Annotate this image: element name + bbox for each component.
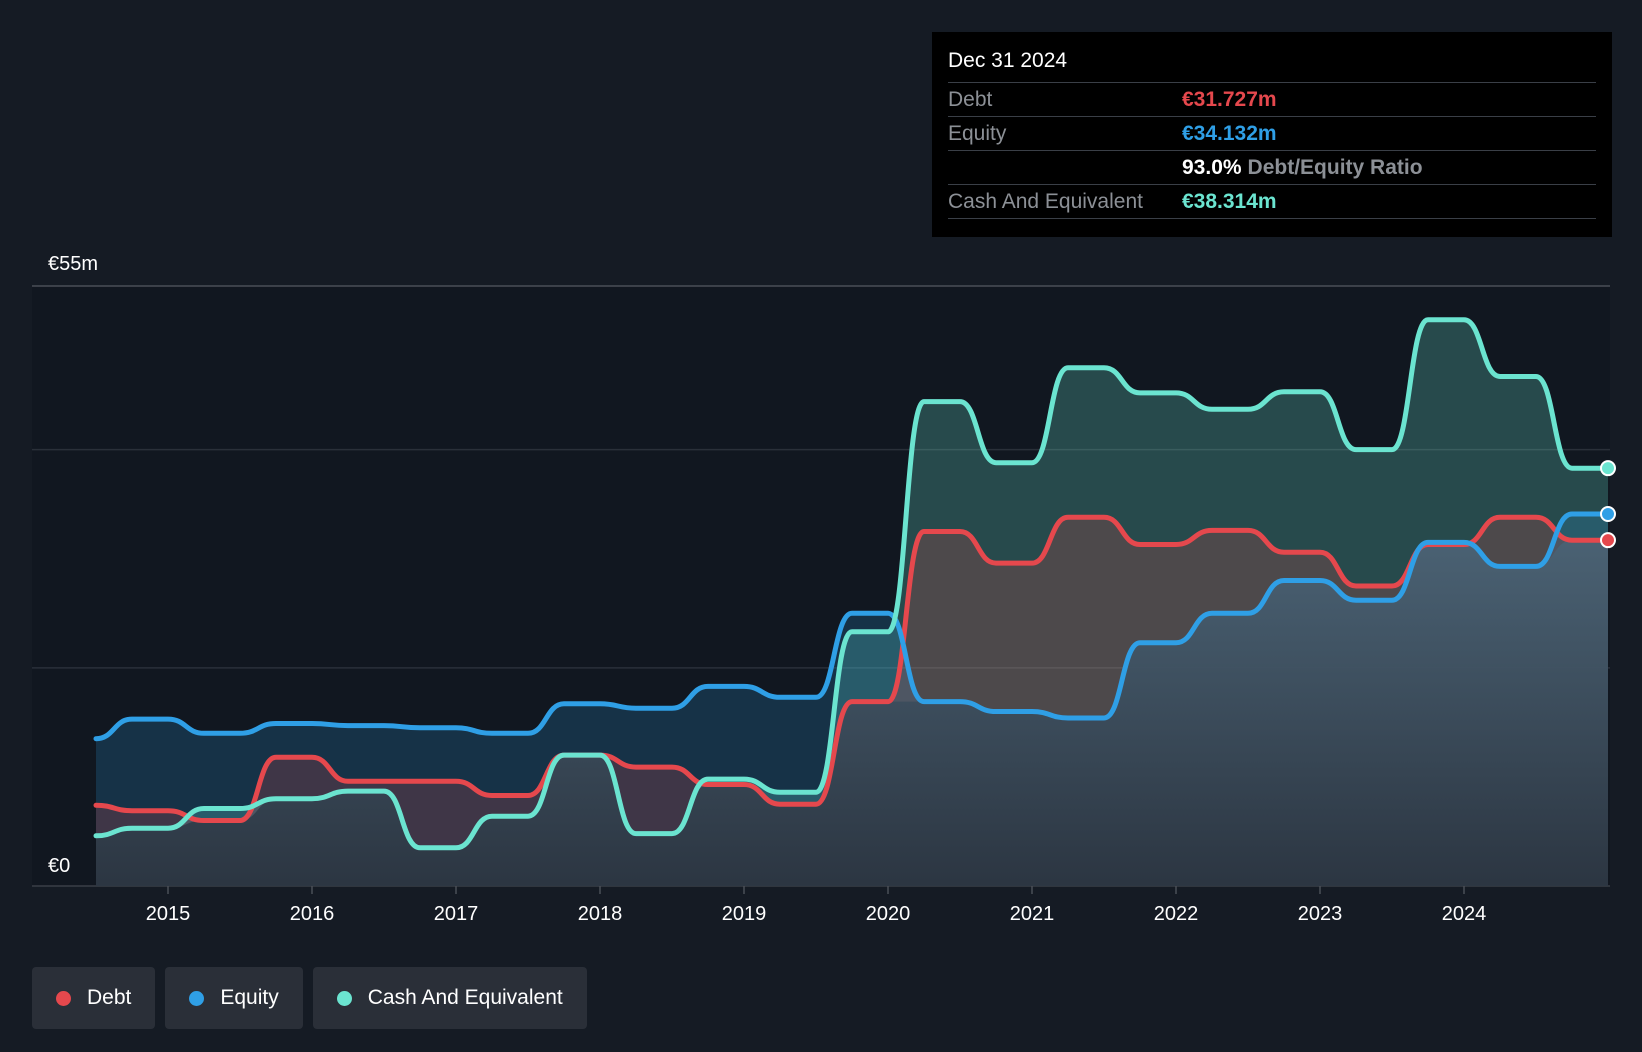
tooltip-equity-value: €34.132m — [1182, 122, 1277, 145]
tooltip-ratio-label: Debt/Equity Ratio — [1247, 156, 1423, 179]
line-equity — [93, 511, 1611, 742]
tooltip-row-debt: Debt €31.727m — [948, 83, 1596, 117]
tooltip-row-equity: Equity €34.132m — [948, 117, 1596, 151]
area-shared-base — [96, 540, 1608, 886]
end-marker-cash-and-equivalent — [1600, 460, 1616, 477]
value-tooltip: Dec 31 2024 Debt €31.727m Equity €34.132… — [932, 32, 1612, 237]
tooltip-debt-label: Debt — [948, 88, 993, 111]
x-tick-label-2018: 2018 — [578, 903, 623, 925]
legend-debt-dot-icon — [56, 990, 71, 1006]
x-tick-label-2021: 2021 — [1010, 903, 1055, 925]
tooltip-row-ratio: 93.0% Debt/Equity Ratio — [948, 151, 1596, 185]
tooltip-cash-value: €38.314m — [1182, 190, 1277, 213]
legend-equity-label: Equity — [220, 986, 279, 1009]
series-end-markers — [1600, 460, 1616, 549]
end-marker-equity — [1600, 506, 1616, 522]
tooltip-cash-label: Cash And Equivalent — [948, 190, 1143, 213]
x-tick-label-2024: 2024 — [1442, 903, 1487, 925]
tooltip-ratio-value: 93.0% — [1182, 156, 1242, 179]
x-tick-label-2015: 2015 — [146, 903, 191, 925]
y-axis-label-0: €0 — [48, 855, 70, 877]
line-debt — [93, 514, 1611, 823]
tooltip-ratio-spacer — [948, 151, 1182, 184]
tooltip-date: Dec 31 2024 — [948, 46, 1596, 83]
legend-cash-label: Cash And Equivalent — [367, 986, 563, 1009]
chart-legend: Debt Equity Cash And Equivalent — [32, 967, 587, 1029]
x-tick-label-2019: 2019 — [722, 903, 767, 925]
x-tick-label-2023: 2023 — [1298, 903, 1343, 925]
tooltip-equity-label: Equity — [948, 122, 1007, 145]
x-tick-label-2016: 2016 — [290, 903, 335, 925]
legend-item-cash[interactable]: Cash And Equivalent — [312, 967, 587, 1029]
x-tick-label-2020: 2020 — [866, 903, 911, 925]
legend-item-debt[interactable]: Debt — [32, 967, 156, 1029]
legend-equity-dot-icon — [189, 990, 205, 1006]
tooltip-debt-value: €31.727m — [1182, 88, 1277, 111]
legend-debt-label: Debt — [87, 986, 132, 1009]
tooltip-row-cash: Cash And Equivalent €38.314m — [948, 185, 1596, 219]
legend-item-equity[interactable]: Equity — [165, 967, 303, 1029]
x-axis-ticks: 2015 2016 2017 2018 2019 2020 2021 2022 2023 2024 — [146, 886, 1487, 925]
legend-cash-dot-icon — [336, 990, 352, 1006]
y-axis-label-55: €55m — [48, 253, 98, 275]
line-cash-and-equivalent — [93, 317, 1611, 851]
series-lines — [93, 317, 1611, 851]
x-tick-label-2017: 2017 — [434, 903, 479, 925]
end-marker-debt — [1600, 532, 1616, 549]
x-tick-label-2022: 2022 — [1154, 903, 1199, 925]
y-axis-labels: €55m €0 — [48, 253, 98, 877]
